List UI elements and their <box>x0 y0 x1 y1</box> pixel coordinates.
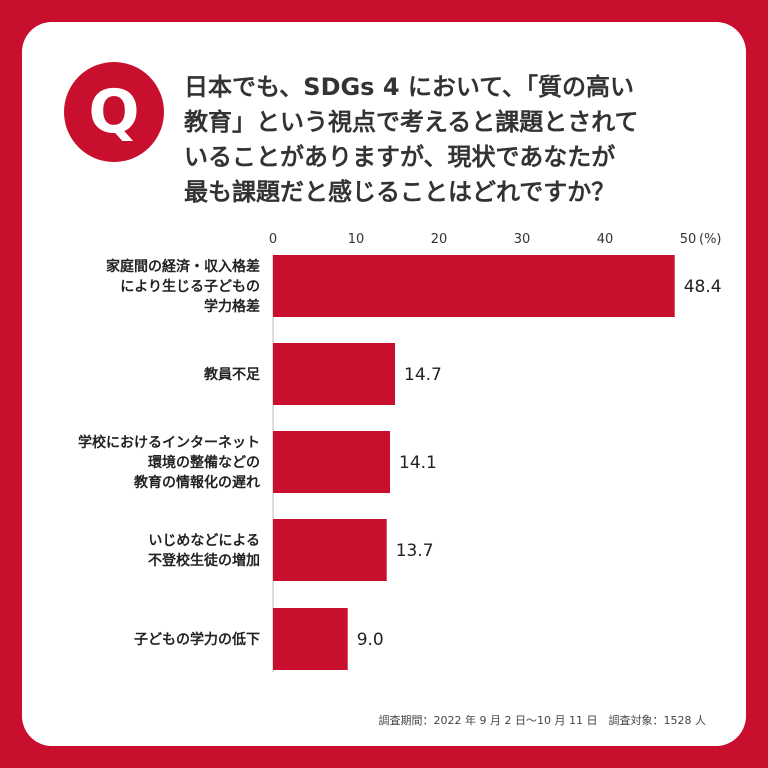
question-line: いることがありますが、現状であなたが <box>184 143 616 171</box>
category-label: 学力格差 <box>204 298 260 315</box>
category-label: 教育の情報化の遅れ <box>134 474 260 491</box>
category-label: 家庭間の経済・収入格差 <box>106 258 260 275</box>
x-tick-label: 50 <box>680 232 697 247</box>
bar <box>273 343 396 405</box>
bar-value-label: 48.4 <box>684 277 722 297</box>
category-label: 学校におけるインターネット <box>78 434 260 451</box>
bar <box>273 608 348 670</box>
bar-value-label: 9.0 <box>357 630 384 650</box>
bar-value-label: 14.7 <box>404 365 442 385</box>
x-unit-label: (%) <box>699 232 722 247</box>
x-tick-label: 20 <box>431 232 448 247</box>
x-tick-label: 0 <box>269 232 277 247</box>
x-tick-label: 40 <box>597 232 614 247</box>
category-label: 不登校生徒の増加 <box>148 552 260 569</box>
category-label: 教員不足 <box>204 366 261 383</box>
bar <box>273 255 675 317</box>
bar <box>273 519 387 581</box>
question-line: 最も課題だと感じることはどれですか？ <box>184 178 616 206</box>
category-label: により生じる子どもの <box>120 278 260 295</box>
q-badge: Q <box>64 62 164 162</box>
survey-footnote: 調査期間：2022 年 9 月 2 日〜10 月 11 日 調査対象：1528 … <box>378 714 706 727</box>
x-tick-label: 10 <box>348 232 365 247</box>
category-label: 子どもの学力の低下 <box>134 631 260 648</box>
question-line: 日本でも、SDGs 4 において、「質の高い <box>184 73 634 101</box>
x-tick-label: 30 <box>514 232 531 247</box>
question-line: 教育」という視点で考えると課題とされて <box>184 108 639 136</box>
bar <box>273 431 391 493</box>
category-label: 環境の整備などの <box>148 454 260 471</box>
bar-value-label: 13.7 <box>396 541 434 561</box>
question-text: 日本でも、SDGs 4 において、「質の高い 教育」という視点で考えると課題とさ… <box>184 70 724 210</box>
bar-value-label: 14.1 <box>399 453 437 473</box>
category-label: いじめなどによる <box>148 533 260 549</box>
